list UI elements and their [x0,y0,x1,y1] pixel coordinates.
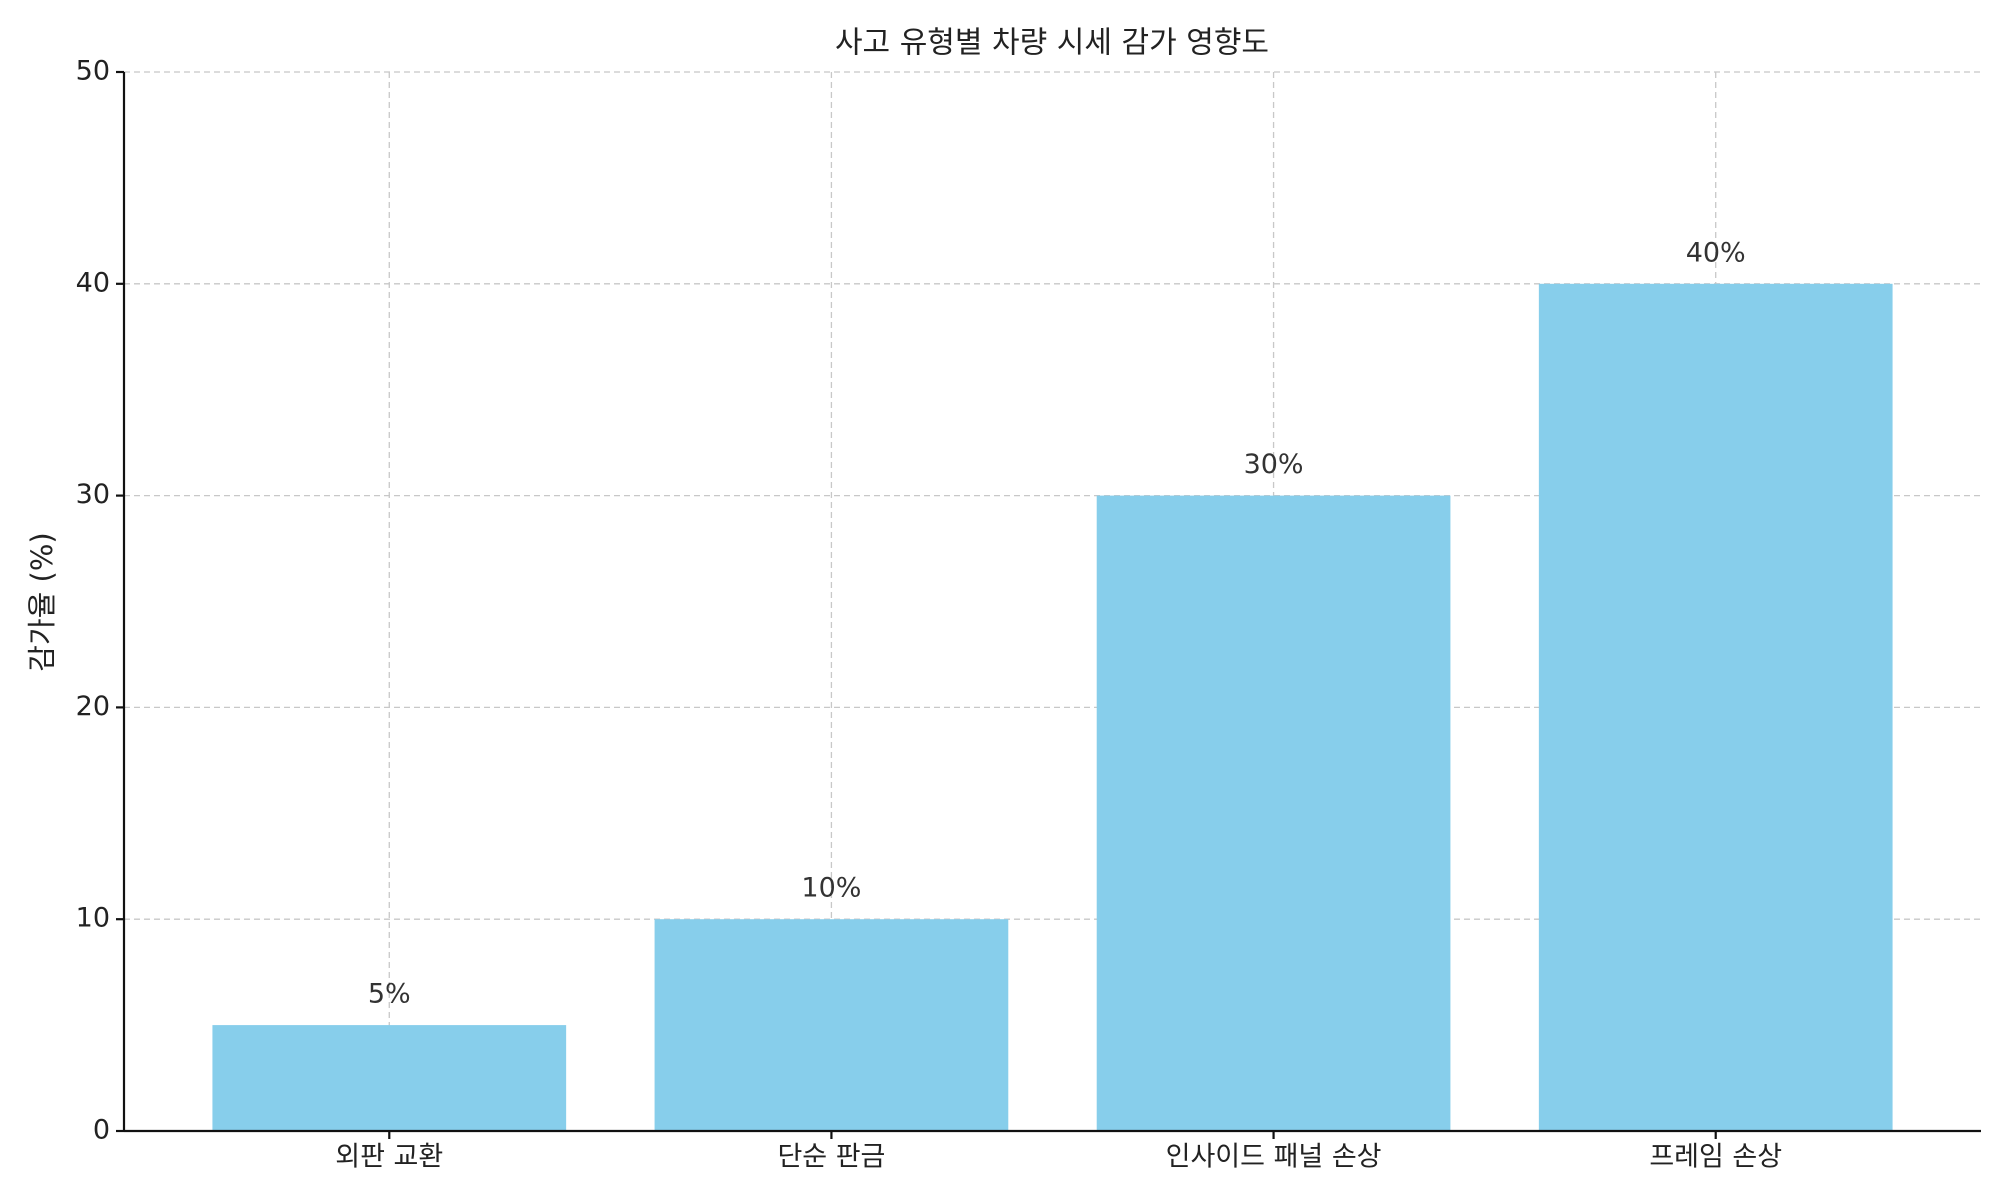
y-tick-label: 10 [76,903,110,934]
x-tick-label: 단순 판금 [777,1142,885,1173]
bar [1538,283,1893,1131]
chart-title: 사고 유형별 차량 시세 감가 영향도 [835,26,1269,61]
value-label: 5% [368,979,411,1010]
y-axis-label: 감가율 (%) [25,532,59,671]
y-tick-label: 50 [76,56,110,87]
value-label: 40% [1686,237,1746,268]
bar [212,1025,567,1131]
value-label: 30% [1244,449,1304,480]
y-tick-label: 30 [76,479,110,510]
bar [1096,495,1451,1132]
value-label: 10% [801,873,861,904]
y-tick-label: 40 [76,267,110,298]
x-tick-label: 프레임 손상 [1649,1142,1782,1173]
x-tick-label: 인사이드 패널 손상 [1166,1142,1382,1173]
bar [654,919,1009,1131]
y-tick-label: 20 [76,691,110,722]
y-tick-label: 0 [93,1115,110,1146]
x-tick-label: 외판 교환 [335,1142,443,1173]
